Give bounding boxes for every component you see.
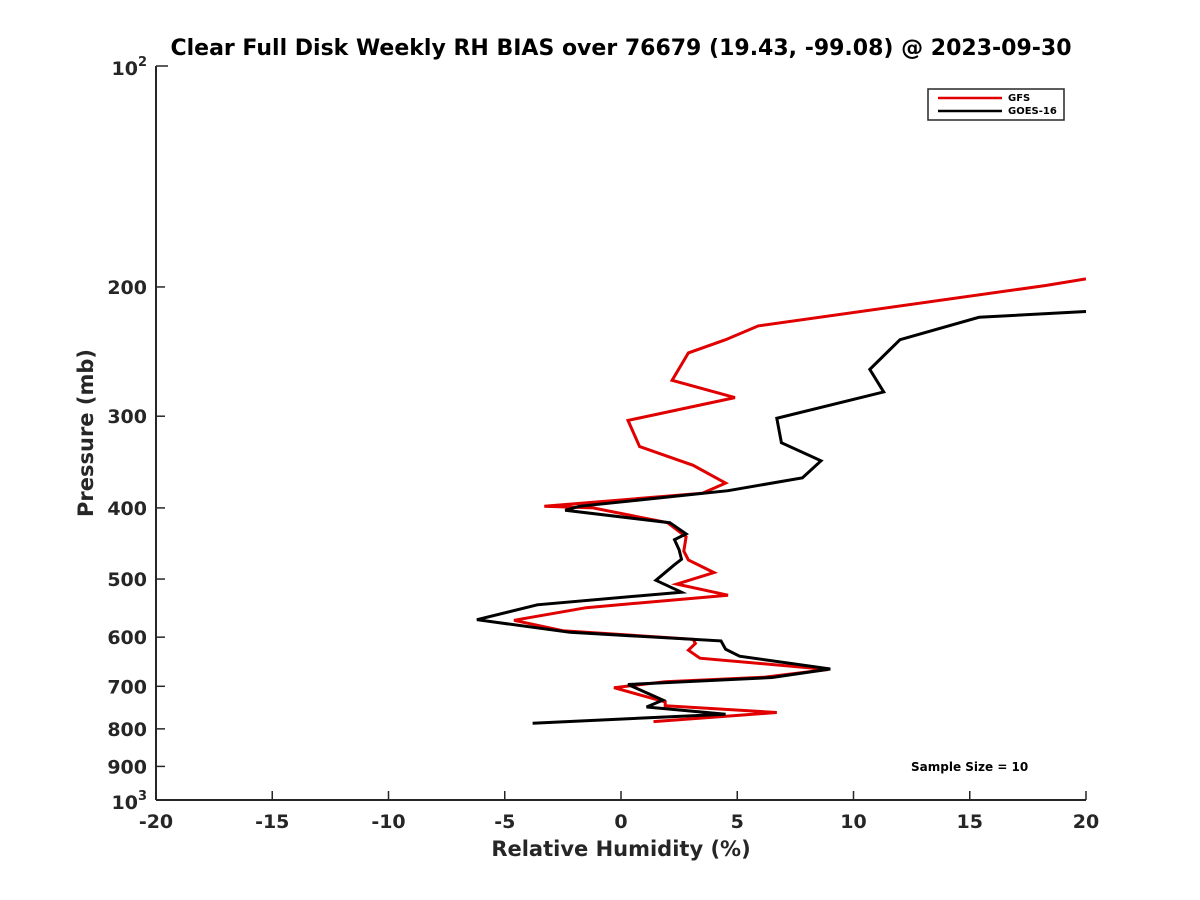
x-ticks: -20 -15 -10 -5 0 5 10 15 20 — [139, 791, 1099, 833]
y-tick-label-decade: 103 — [112, 789, 148, 814]
x-tick-label: 10 — [840, 811, 866, 833]
y-ticks: 200 300 400 500 600 700 800 900 102 103 — [107, 55, 168, 814]
legend-label-gfs: GFS — [1008, 93, 1030, 104]
x-tick-label: 0 — [614, 811, 627, 833]
x-tick-label: 15 — [957, 811, 983, 833]
y-tick-label: 700 — [107, 676, 147, 698]
series-layer — [476, 277, 1086, 725]
y-tick-label: 900 — [107, 756, 147, 778]
x-tick-label: -15 — [255, 811, 289, 833]
y-tick-label: 600 — [107, 627, 147, 649]
x-tick-label: 20 — [1073, 811, 1099, 833]
x-tick-label: -20 — [139, 811, 173, 833]
x-tick-label: 5 — [731, 811, 744, 833]
y-axis-label: Pressure (mb) — [74, 349, 98, 517]
y-tick-label: 300 — [107, 406, 147, 428]
chart-title: Clear Full Disk Weekly RH BIAS over 7667… — [170, 36, 1071, 61]
x-tick-label: -5 — [494, 811, 515, 833]
x-axis-label: Relative Humidity (%) — [491, 837, 750, 861]
x-tick-label: -10 — [371, 811, 405, 833]
y-tick-label: 500 — [107, 569, 147, 591]
sample-size-annotation: Sample Size = 10 — [911, 760, 1028, 774]
legend-box — [927, 88, 1065, 121]
legend-label-goes16: GOES-16 — [1008, 106, 1057, 117]
y-tick-label: 800 — [107, 719, 147, 741]
y-tick-label: 200 — [107, 277, 147, 299]
series-line-goes16 — [476, 310, 1086, 725]
y-tick-label-decade: 102 — [112, 55, 148, 80]
y-tick-label: 400 — [107, 498, 147, 520]
legend: GFS GOES-16 — [927, 88, 1065, 121]
